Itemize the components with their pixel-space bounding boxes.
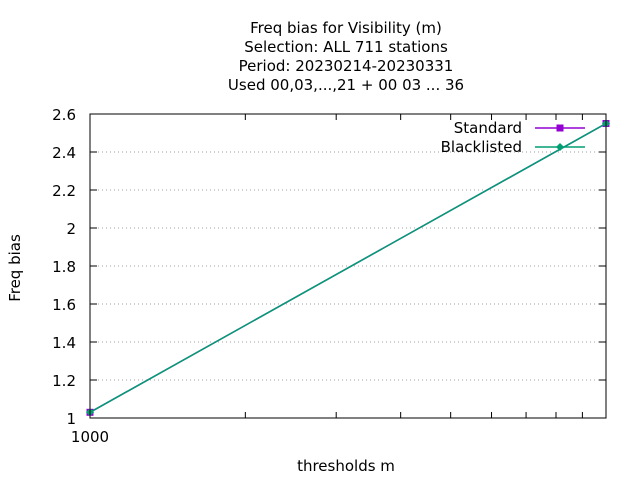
title-line: Selection: ALL 711 stations: [244, 38, 448, 56]
y-tick-label: 1.6: [52, 296, 76, 314]
y-tick-label: 2.2: [52, 182, 76, 200]
x-axis-label: thresholds m: [297, 457, 395, 475]
legend-label: Standard: [454, 119, 522, 137]
axis-ticks: 1 1.2 1.4 1.6 1.8 2 2.2 2.4 2.6 1000: [52, 106, 607, 446]
legend-marker: [556, 124, 564, 132]
series-line: [89, 122, 607, 413]
y-tick-label: 2: [66, 220, 76, 238]
title-line: Freq bias for Visibility (m): [250, 19, 442, 37]
y-tick-label: 2.4: [52, 144, 76, 162]
y-tick-label: 1.2: [52, 372, 76, 390]
title-line: Period: 20230214-20230331: [239, 57, 454, 75]
legend-marker: [556, 143, 564, 151]
plot-frame: [89, 113, 607, 419]
title-line: Used 00,03,...,21 + 00 03 ... 36: [228, 76, 464, 94]
y-tick-label: 2.6: [52, 106, 76, 124]
y-tick-label: 1.8: [52, 258, 76, 276]
grid-lines: [90, 151, 606, 381]
chart-title: Freq bias for Visibility (m)Selection: A…: [228, 19, 464, 94]
y-axis-label: Freq bias: [6, 234, 24, 302]
series-layer: [86, 119, 610, 417]
x-tick-label: 1000: [71, 428, 109, 446]
y-tick-label: 1.4: [52, 334, 76, 352]
y-tick-label: 1: [66, 410, 76, 428]
legend-label: Blacklisted: [441, 138, 522, 156]
